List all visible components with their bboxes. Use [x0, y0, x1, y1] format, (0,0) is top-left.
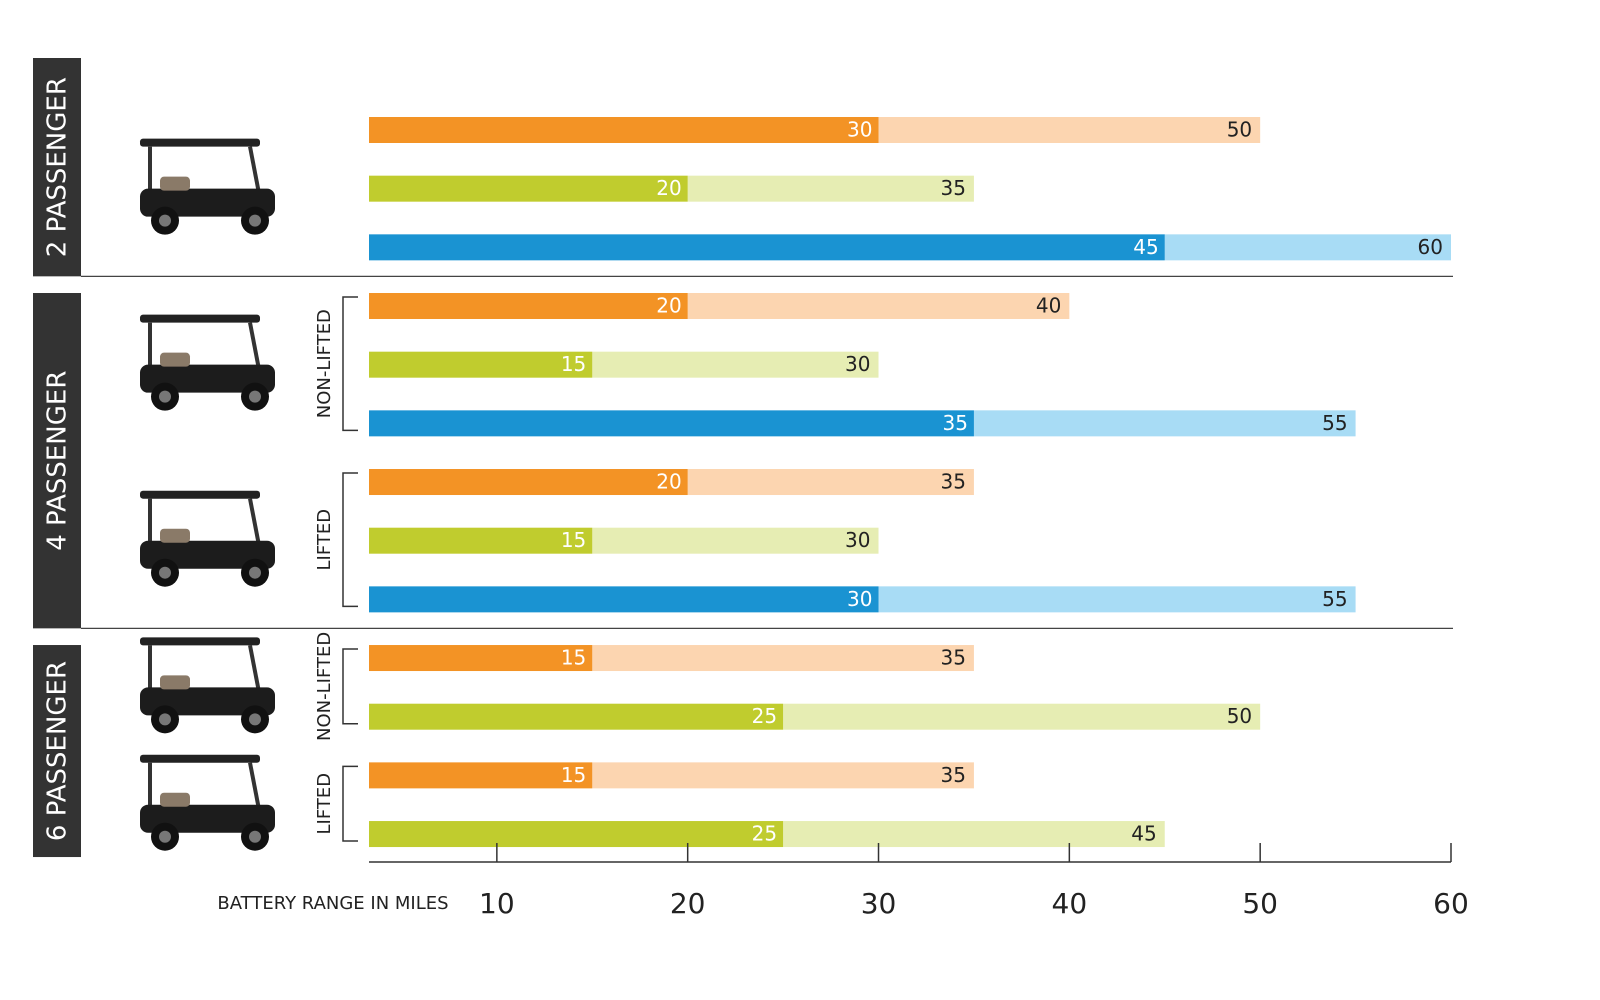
low-value-label: 15	[561, 646, 586, 670]
group-label: 4 PASSENGER	[43, 371, 73, 551]
subgroup-label: LIFTED	[314, 773, 335, 835]
cart-image	[138, 312, 277, 413]
low-value-label: 35	[942, 411, 967, 435]
low-value-label: 15	[561, 528, 586, 552]
group-box	[33, 293, 81, 629]
high-value-label: 60	[1418, 235, 1443, 259]
range-bar-low	[369, 351, 593, 378]
low-value-label: 30	[847, 587, 872, 611]
cart-image	[138, 752, 277, 853]
range-bar-high	[878, 586, 1356, 613]
range-bar-low	[369, 821, 784, 848]
range-bar-high	[592, 527, 879, 554]
high-value-label: 40	[1036, 294, 1061, 318]
group-label: 6 PASSENGER	[43, 661, 73, 841]
high-value-label: 50	[1227, 118, 1252, 142]
low-value-label: 20	[656, 294, 681, 318]
x-tick-label: 30	[861, 887, 897, 920]
range-bar-low	[369, 527, 593, 554]
low-value-label: 20	[656, 176, 681, 200]
high-value-label: 55	[1322, 587, 1347, 611]
low-value-label: 15	[561, 763, 586, 787]
range-bar-high	[1164, 234, 1451, 261]
range-bar-low	[369, 410, 974, 437]
range-bar-low	[369, 293, 688, 320]
high-value-label: 35	[940, 176, 965, 200]
range-bar-high	[973, 410, 1356, 437]
high-value-label: 35	[940, 763, 965, 787]
range-bar-high	[592, 645, 974, 672]
cart-image	[138, 136, 277, 237]
x-tick-label: 60	[1433, 887, 1469, 920]
high-value-label: 30	[845, 352, 870, 376]
range-bar-high	[687, 293, 1070, 320]
range-bar-low	[369, 645, 593, 672]
low-value-label: 20	[656, 470, 681, 494]
bracket	[342, 648, 358, 725]
range-bar-high	[878, 117, 1261, 143]
low-value-label: 15	[561, 352, 586, 376]
group-box	[33, 645, 81, 858]
subgroup-label: NON-LIFTED	[314, 309, 335, 418]
high-value-label: 35	[940, 470, 965, 494]
range-bar-low	[369, 175, 688, 202]
x-axis-label: BATTERY RANGE IN MILES	[217, 893, 448, 914]
high-value-label: 55	[1322, 411, 1347, 435]
subgroup-label: NON-LIFTED	[314, 632, 335, 741]
range-bar-high	[592, 762, 974, 789]
cart-image	[138, 635, 277, 736]
x-tick-label: 50	[1242, 887, 1278, 920]
cart-image	[138, 488, 277, 589]
subgroup-label: LIFTED	[314, 509, 335, 571]
range-bar-high	[783, 821, 1165, 848]
range-bar-high	[783, 703, 1261, 730]
range-bar-low	[369, 762, 593, 789]
x-tick-label: 10	[479, 887, 515, 920]
group-label: 2 PASSENGER	[43, 77, 73, 257]
x-tick-label: 20	[670, 887, 706, 920]
bracket	[342, 472, 358, 608]
range-bar-low	[369, 703, 784, 730]
range-bar-high	[592, 351, 879, 378]
high-value-label: 30	[845, 528, 870, 552]
range-bar-high	[687, 175, 974, 202]
x-tick-label: 40	[1052, 887, 1088, 920]
bracket	[342, 765, 358, 842]
range-bar-low	[369, 586, 879, 613]
low-value-label: 25	[752, 704, 777, 728]
low-value-label: 45	[1133, 235, 1158, 259]
range-bar-low	[369, 117, 879, 143]
high-value-label: 35	[940, 646, 965, 670]
group-box	[33, 58, 81, 277]
bracket	[342, 296, 358, 432]
high-value-label: 50	[1227, 704, 1252, 728]
range-bar-high	[687, 469, 974, 496]
range-bar-low	[369, 234, 1165, 261]
low-value-label: 25	[752, 822, 777, 846]
low-value-label: 30	[847, 118, 872, 142]
high-value-label: 45	[1131, 822, 1156, 846]
range-bar-low	[369, 469, 688, 496]
